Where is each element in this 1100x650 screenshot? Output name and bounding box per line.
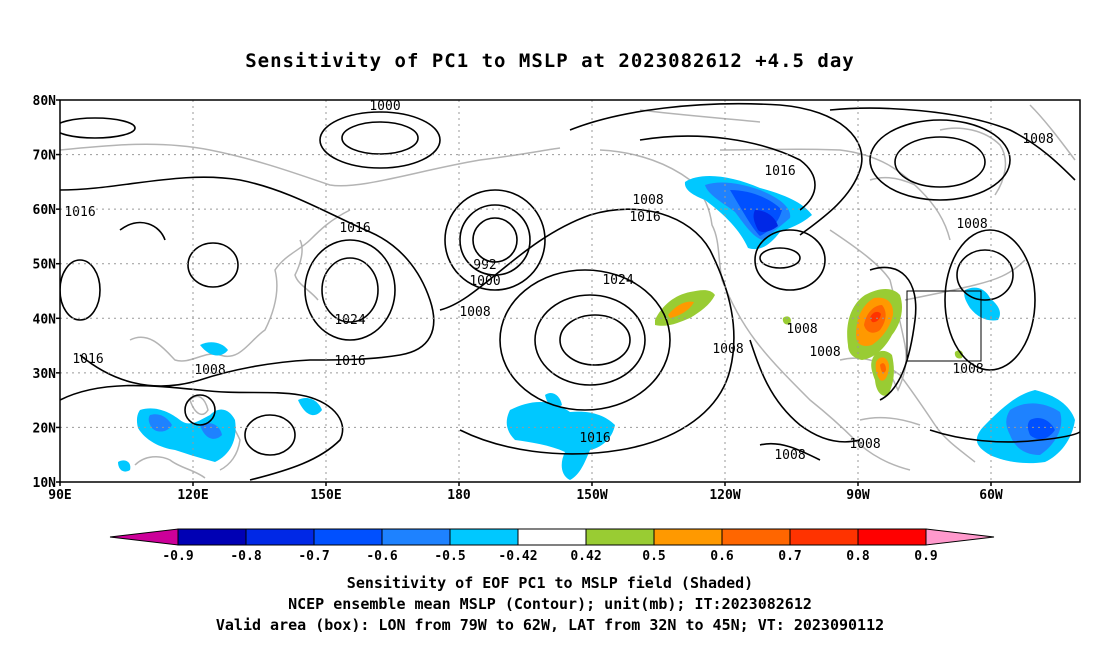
contour-label: 1016 [334,354,365,369]
latitude-axis: 80N 70N 60N 50N 40N 30N 20N 10N [33,94,60,491]
colorbar-segment [517,528,587,546]
colorbar-label: 0.5 [642,549,665,564]
contour-label: 1000 [369,99,400,114]
contour-label: 1008 [1022,132,1053,147]
lon-tick-label: 120E [177,488,208,503]
colorbar-high-arrow [925,528,995,546]
lat-tick-label: 20N [33,421,57,436]
colorbar-label: -0.42 [498,549,537,564]
lat-tick-label: 70N [33,149,57,164]
lon-tick-label: 60W [979,488,1003,503]
contour-label: 1008 [774,448,805,463]
contour-label: 1008 [194,363,225,378]
valid-area-box [906,290,982,362]
map-title: Sensitivity of PC1 to MSLP at 2023082612… [245,50,855,72]
footer-line-1: Sensitivity of EOF PC1 to MSLP field (Sh… [346,574,754,592]
contour-label: 1016 [64,205,95,220]
footer-line-3: Valid area (box): LON from 79W to 62W, L… [215,616,885,634]
contour-label: 1000 [469,274,500,289]
lat-tick-label: 50N [33,258,57,273]
lon-tick-label: 180 [447,488,471,503]
contour-label: 1008 [809,345,840,360]
contour-label: 992 [473,258,496,273]
lon-tick-label: 120W [709,488,740,503]
plot-frame [59,99,1081,483]
contour-label: 1016 [72,352,103,367]
colorbar-segment [313,528,383,546]
lat-tick-label: 60N [33,203,57,218]
contour-label: 1008 [459,305,490,320]
colorbar-label: -0.8 [230,549,261,564]
contour-label: 1008 [712,342,743,357]
contour-label: 1016 [764,164,795,179]
contour-label: 1024 [334,313,365,328]
lon-tick-label: 150W [576,488,607,503]
mslp-contours [60,102,1080,481]
colorbar-label: 0.9 [914,549,937,564]
coastlines [60,104,1076,479]
colorbar-segment [857,528,927,546]
colorbar-segment [585,528,655,546]
longitude-axis: 90E 120E 150E 180 150W 120W 90W 60W [48,482,1003,503]
contour-label: 1016 [339,221,370,236]
colorbar-segment [721,528,791,546]
contour-label: 1008 [952,362,983,377]
contour-label: 1008 [632,193,663,208]
lon-tick-label: 150E [310,488,341,503]
contour-label: 1024 [602,273,633,288]
colorbar-segment [245,528,315,546]
lat-tick-label: 80N [33,94,57,109]
contour-labels: 1000 1008 1016 1016 1016 1016 992 1000 1… [64,99,1053,463]
footer-line-2: NCEP ensemble mean MSLP (Contour); unit(… [288,595,812,613]
colorbar-label: -0.6 [366,549,397,564]
lon-tick-label: 90W [846,488,870,503]
lon-tick-label: 90E [48,488,71,503]
contour-label: 1008 [956,217,987,232]
colorbar-segment [381,528,451,546]
positive-sensitivity-shading [655,288,963,396]
colorbar-label: -0.5 [434,549,465,564]
colorbar-segment [177,528,247,546]
colorbar-segment [789,528,859,546]
colorbar-label: 0.7 [778,549,801,564]
contour-label: 1016 [579,431,610,446]
contour-label: 1008 [849,437,880,452]
colorbar-label: -0.7 [298,549,329,564]
colorbar-segment [653,528,723,546]
lat-tick-label: 30N [33,367,57,382]
colorbar-label: 0.8 [846,549,870,564]
colorbar-segment [449,528,519,546]
colorbar: -0.9 -0.8 -0.7 -0.6 -0.5 -0.42 0.42 0.5 0.6 0.7 0.… [109,528,995,564]
colorbar-low-arrow [109,528,179,546]
colorbar-label: 0.42 [570,549,601,564]
footer-caption: Sensitivity of EOF PC1 to MSLP field (Sh… [0,573,1100,636]
contour-label: 1008 [786,322,817,337]
lat-tick-label: 40N [33,312,57,327]
colorbar-label: -0.9 [162,549,193,564]
grid-lines [60,100,1080,482]
colorbar-label: 0.6 [710,549,734,564]
contour-label: 1016 [629,210,660,225]
lat-tick-label: 10N [33,476,57,491]
